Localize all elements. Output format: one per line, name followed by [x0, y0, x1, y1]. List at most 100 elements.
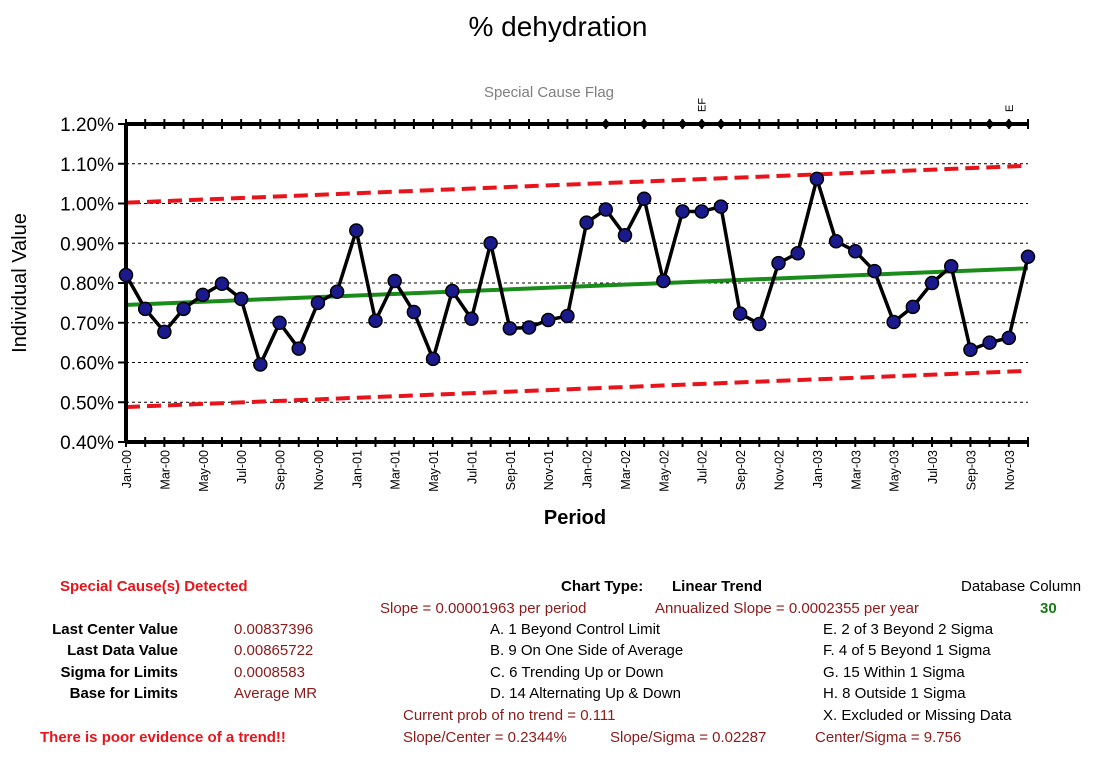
x-tick-label: Nov-00: [312, 450, 326, 490]
data-point: [636, 191, 652, 206]
x-tick-label: Jan-00: [120, 450, 134, 488]
y-tick-label: 1.10%: [60, 155, 114, 176]
database-column-label: Database Column: [961, 578, 1082, 595]
data-series: [118, 171, 1036, 372]
data-point: [943, 259, 959, 274]
data-point: [828, 234, 844, 249]
data-point: [253, 357, 268, 372]
x-tick-label: Sep-03: [964, 450, 978, 490]
trend-probability: Current prob of no trend = 0.111: [403, 707, 616, 724]
flag-marker: [677, 119, 688, 129]
special-cause-flags: EF E: [600, 98, 1016, 129]
x-tick-label: May-01: [427, 450, 441, 492]
data-point: [867, 263, 882, 279]
control-chart: % dehydration Special Cause Flag Period …: [9, 11, 1036, 529]
data-point: [540, 312, 556, 328]
flag-marker: [696, 119, 707, 129]
data-point: [233, 291, 249, 307]
slope-text: Slope = 0.00001963 per period: [380, 600, 587, 617]
flag-marker: [984, 119, 995, 129]
x-tick-label: May-03: [888, 450, 902, 492]
data-point: [137, 301, 153, 317]
upper-control-limit: [125, 163, 1029, 205]
axes: [124, 119, 1029, 444]
x-tick-label: Jan-02: [581, 450, 595, 488]
rule-e: E. 2 of 3 Beyond 2 Sigma: [823, 621, 994, 638]
center-sigma-ratio: Center/Sigma = 9.756: [815, 729, 962, 746]
data-point: [349, 223, 364, 238]
data-line: [124, 177, 1030, 367]
sigma-label: Sigma for Limits: [60, 664, 178, 681]
y-tick-label: 0.90%: [60, 234, 114, 255]
data-point: [713, 199, 729, 214]
y-tick-label: 0.40%: [60, 433, 114, 454]
x-tick-label: Sep-01: [504, 450, 518, 490]
y-axis-ticks: 0.40% 0.50% 0.60% 0.70% 0.80% 0.90% 1.00% 1.10%…: [60, 115, 126, 454]
last-center-label: Last Center Value: [52, 621, 178, 638]
data-point: [329, 284, 345, 299]
x-tick-label: Mar-03: [849, 450, 863, 490]
data-point: [982, 335, 997, 350]
x-tick-label: Jul-02: [696, 450, 710, 484]
data-point: [425, 351, 441, 367]
x-axis-label: Period: [544, 507, 606, 529]
data-point: [694, 204, 709, 219]
data-point: [790, 245, 805, 261]
data-point: [905, 299, 921, 315]
x-tick-label: Jul-01: [465, 450, 479, 484]
data-point: [963, 342, 978, 358]
last-center-value: 0.00837396: [234, 621, 314, 638]
data-point: [560, 308, 575, 324]
x-tick-label: Sep-02: [734, 450, 748, 490]
data-point: [176, 301, 191, 317]
flag-label: EF: [697, 98, 709, 112]
data-point: [1001, 330, 1017, 346]
flag-marker: [1003, 119, 1014, 129]
y-tick-label: 0.80%: [60, 274, 114, 295]
data-point: [368, 313, 383, 329]
rule-f: F. 4 of 5 Beyond 1 Sigma: [823, 642, 991, 659]
data-point: [195, 287, 211, 303]
data-point: [771, 255, 786, 271]
data-point: [272, 315, 287, 330]
database-column-value: 30: [1040, 600, 1057, 617]
x-tick-label: Mar-00: [158, 450, 172, 490]
data-point: [157, 324, 172, 340]
data-point: [291, 341, 306, 356]
base-label: Base for Limits: [69, 685, 178, 702]
y-tick-label: 1.00%: [60, 195, 114, 216]
data-point: [848, 243, 863, 259]
data-point: [406, 304, 422, 320]
y-axis-label: Individual Value: [9, 213, 31, 353]
data-point: [464, 311, 479, 327]
data-point: [483, 236, 498, 251]
rule-d: D. 14 Alternating Up & Down: [490, 685, 681, 702]
slope-center-ratio: Slope/Center = 0.2344%: [403, 729, 567, 746]
y-tick-label: 0.70%: [60, 314, 114, 335]
flag-marker: [639, 119, 650, 129]
data-point: [656, 273, 671, 289]
last-data-label: Last Data Value: [67, 642, 178, 659]
data-point: [521, 320, 537, 335]
x-tick-label: Mar-02: [619, 450, 633, 490]
rule-b: B. 9 On One Side of Average: [490, 642, 684, 659]
data-point: [310, 295, 326, 311]
x-tick-label: Jan-01: [350, 450, 364, 488]
flag-label: E: [1004, 105, 1016, 112]
data-point: [387, 273, 402, 289]
special-cause-flag-label: Special Cause Flag: [484, 84, 614, 101]
chart-type-label: Chart Type:: [561, 578, 644, 595]
x-tick-label: Nov-01: [542, 450, 556, 490]
flag-marker: [715, 119, 726, 129]
lower-control-limit: [125, 368, 1029, 410]
last-data-value: 0.00865722: [234, 642, 314, 659]
y-tick-label: 1.20%: [60, 115, 114, 136]
rule-h: H. 8 Outside 1 Sigma: [823, 685, 966, 702]
data-point: [598, 202, 614, 217]
rule-a: A. 1 Beyond Control Limit: [490, 621, 661, 638]
annualized-slope-text: Annualized Slope = 0.0002355 per year: [655, 600, 919, 617]
x-axis-ticks: Jan-00 Mar-00 May-00 Jul-00 Sep-00 Nov-00 Jan-…: [120, 437, 1029, 492]
data-point: [214, 276, 230, 292]
special-cause-detected: Special Cause(s) Detected: [60, 578, 248, 595]
data-point: [809, 171, 825, 187]
